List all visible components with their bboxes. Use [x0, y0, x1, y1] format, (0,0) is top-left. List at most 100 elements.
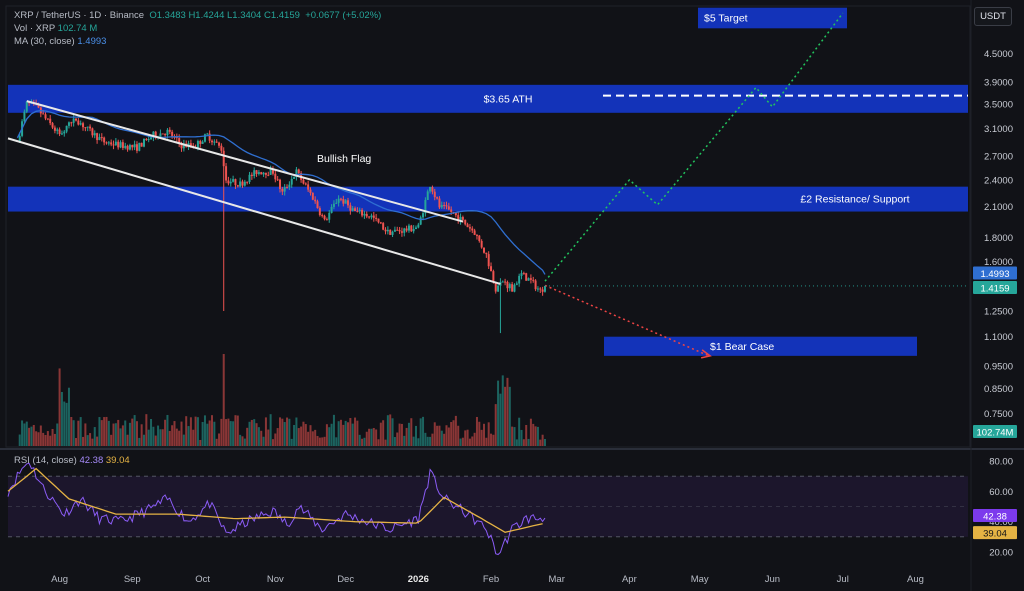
candle [143, 138, 145, 148]
volume-bar [541, 434, 544, 446]
volume-bar [396, 432, 399, 446]
candle-body [98, 137, 101, 141]
ma-line: MA (30, close) 1.4993 [14, 35, 381, 48]
candle [398, 227, 401, 235]
candle [471, 226, 474, 234]
time-tick-label: May [691, 574, 709, 585]
candle-body [84, 127, 87, 129]
candle [454, 212, 457, 218]
candle [269, 165, 272, 175]
volume-bar [407, 422, 410, 446]
candle [513, 283, 516, 293]
candle [457, 211, 460, 224]
candle [426, 189, 429, 200]
currency-button[interactable]: USDT [974, 7, 1012, 26]
candle-body [323, 215, 326, 220]
candle [370, 213, 373, 220]
candle-body [433, 191, 436, 198]
zone-rect-3 [604, 336, 917, 356]
candle [248, 171, 251, 185]
volume-bar [461, 437, 464, 446]
price-tick-label: 2.7000 [984, 152, 1013, 163]
candle [379, 221, 382, 225]
candle [417, 222, 420, 229]
candle-body [58, 129, 61, 135]
volume-line: Vol · XRP 102.74 M [14, 22, 381, 35]
volume-bar [354, 417, 357, 446]
volume-bar [189, 417, 192, 446]
candle [443, 202, 446, 210]
candle [288, 181, 291, 190]
candle-body [429, 186, 432, 192]
volume-bar [543, 438, 546, 446]
candle-body [351, 208, 354, 211]
zone-label-3: $1 Bear Case [710, 341, 774, 353]
candle-body [255, 170, 258, 174]
volume-bar [318, 437, 321, 446]
candle [506, 280, 509, 293]
candle [161, 133, 164, 135]
candle-body [534, 280, 537, 290]
candle-body [539, 288, 542, 290]
volume-bar [145, 414, 148, 446]
volume-bar [255, 423, 258, 446]
candle [478, 234, 481, 243]
candle [241, 179, 244, 188]
ma-price-tag-text: 1.4993 [980, 269, 1009, 280]
rsi-line [7, 462, 546, 556]
volume-bar [241, 436, 244, 446]
volume-bar [347, 422, 349, 446]
candle-body [159, 133, 162, 137]
candle [215, 139, 218, 144]
candle [407, 223, 410, 233]
candle-body [227, 180, 230, 184]
volume-bar [100, 420, 103, 446]
volume-bar [454, 415, 457, 446]
candle-body [264, 172, 267, 175]
candle-body [480, 240, 483, 248]
candle-layer [18, 99, 546, 334]
candle [356, 207, 359, 213]
candle [354, 206, 357, 212]
candle [405, 225, 408, 233]
volume-bar [194, 416, 197, 446]
candle [60, 130, 63, 136]
volume-bar [234, 415, 237, 446]
candle [23, 109, 26, 125]
price-tick-label: 0.9500 [984, 362, 1013, 373]
candle [84, 127, 87, 132]
last-price-tag-text: 1.4159 [980, 283, 1009, 294]
candle [131, 144, 134, 151]
volume-bar [311, 431, 314, 446]
candle [424, 197, 427, 217]
candle [218, 141, 221, 149]
candle-body [56, 129, 59, 131]
volume-bar [262, 436, 265, 446]
volume-bar [126, 434, 129, 446]
candle [529, 274, 532, 284]
volume-bar [154, 435, 157, 446]
volume-bar [429, 436, 432, 446]
candle-body [403, 228, 406, 233]
candle [213, 139, 216, 146]
candle-body [229, 181, 232, 184]
candle-body [337, 198, 340, 203]
candle-body [440, 205, 443, 208]
volume-bar [534, 426, 537, 446]
candle-body [513, 284, 516, 292]
flag-lower-line [7, 137, 501, 285]
volume-bar [28, 427, 31, 446]
time-tick-label: Mar [549, 574, 565, 585]
rsi-ma-tag: 39.04 [973, 526, 1017, 540]
volume-bar [246, 427, 249, 446]
candle [86, 126, 89, 132]
volume-bar [405, 427, 408, 446]
candle [250, 172, 253, 180]
candle-body [131, 144, 134, 148]
volume-bar [471, 436, 474, 446]
overlay-layer: Bullish Flag [7, 12, 968, 359]
candle [65, 125, 68, 134]
candle [403, 227, 406, 237]
volume-bar [487, 422, 490, 446]
